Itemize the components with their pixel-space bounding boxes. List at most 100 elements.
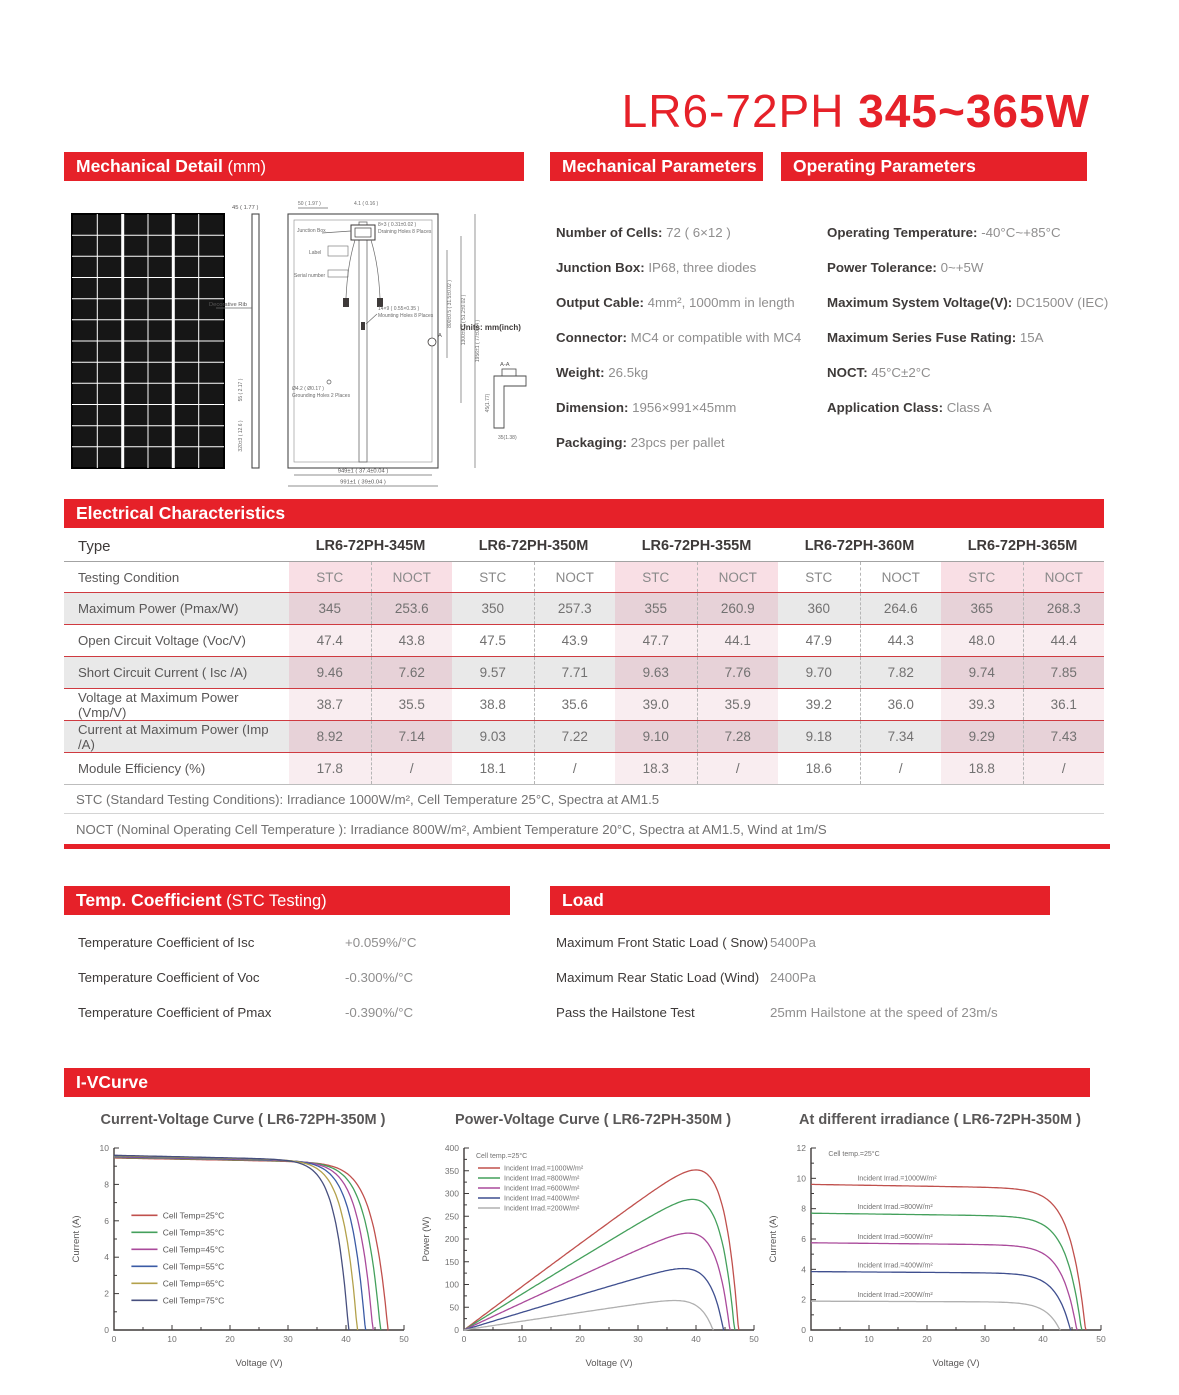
section-header-mechanical-detail: Mechanical Detail (mm) [64,152,524,181]
value-cell: 18.1 [479,761,506,776]
value-cell: 39.2 [805,697,832,712]
value-cell: 7.14 [370,721,452,752]
svg-text:8: 8 [104,1179,109,1189]
svg-text:Voltage (V): Voltage (V) [236,1358,283,1369]
list-item: Maximum Rear Static Load (Wind) 2400Pa [556,968,998,988]
grounding-holes-label: Grounding Holes 2 Places [292,393,351,399]
heading-text: Load [562,890,604,910]
front-view [71,213,225,469]
list-item: Number of Cells: 72 ( 6×12 ) [556,223,801,243]
svg-text:0: 0 [104,1325,109,1335]
table-row: Open Circuit Voltage (Voc/V) 47.4 43.8 47.5… [64,624,1104,656]
svg-text:0: 0 [454,1325,459,1335]
dim-top-41: 4.1 ( 0.16 ) [354,201,379,207]
section-header-temp-coefficient: Temp. Coefficient (STC Testing) [64,886,510,915]
value-cell: 268.3 [1022,593,1104,624]
list-item: Operating Temperature: -40°C~+85°C [827,223,1108,243]
svg-text:50: 50 [749,1334,759,1344]
chart-irradiance: At different irradiance ( LR6-72PH-350M … [765,1112,1115,1377]
param-value: 15A [1019,330,1044,345]
svg-text:100: 100 [445,1280,459,1290]
value-cell: 17.8 [289,753,371,784]
grounding-holes-dim: Ø4.2 ( Ø0.17 ) [292,386,324,392]
section-a-a: A-A 45(1.77) 35(1.38) [485,362,527,441]
product-power-range: 345~365W [858,85,1090,137]
heading-text: Temp. Coefficient [76,890,222,910]
chart-title: At different irradiance ( LR6-72PH-350M … [798,1112,1081,1128]
model-name: LR6-72PH-365M [967,538,1078,554]
section-a-a-label: A-A [500,362,510,368]
page-title: LR6-72PH 345~365W [622,84,1090,138]
param-label: NOCT: [827,365,868,380]
list-item: Pass the Hailstone Test 25mm Hailstone at… [556,1003,998,1023]
svg-text:150: 150 [445,1257,459,1267]
condition-header: STC [615,562,697,592]
value-cell: 7.28 [696,721,778,752]
value-cell: 47.5 [479,633,506,648]
side-view: 45 ( 1.77 ) Decorative Rib 55 ( 2.17 ) 3… [209,205,260,469]
coef-label: Temperature Coefficient of Pmax [78,1005,272,1020]
row-label: Current at Maximum Power (Imp /A) [64,721,289,752]
value-cell: 47.9 [805,633,832,648]
list-item: NOCT: 45°C±2°C [827,363,1108,383]
heading-light-text: (mm) [222,158,266,176]
svg-text:12: 12 [797,1143,807,1153]
value-cell: 9.29 [941,721,1023,752]
table-row: Short Circuit Current ( Isc /A) 9.46 7.62 9… [64,656,1104,688]
value-cell: / [696,753,778,784]
svg-text:Voltage (V): Voltage (V) [586,1358,633,1369]
value-cell: 9.10 [615,721,697,752]
value-cell: 260.9 [696,593,778,624]
svg-text:350: 350 [445,1166,459,1176]
junction-box-label: Junction Box [297,228,326,234]
value-cell: 7.82 [859,657,941,688]
section-header-operating-parameters: Operating Parameters [781,152,1087,181]
chart-canvas: 0 10 20 30 40 50 0 2 4 6 8 10 Voltage (V) Current (A)… [71,1143,409,1369]
param-label: Application Class: [827,400,943,415]
svg-text:400: 400 [445,1143,459,1153]
value-cell: 9.03 [452,721,534,752]
param-value: -40°C~+85°C [981,225,1061,240]
svg-text:Cell Temp=45°C: Cell Temp=45°C [163,1244,225,1254]
decorative-rib-label: Decorative Rib [209,302,247,308]
dim-949: 949±1 ( 37.4±0.04 ) [338,469,389,475]
param-value: 1956×991×45mm [632,400,737,415]
svg-text:40: 40 [341,1334,351,1344]
draining-holes-dim: 8×3 ( 0.31±0.02 ) [378,222,417,228]
value-cell: 9.74 [941,657,1023,688]
operating-parameters-list: Operating Temperature: -40°C~+85°C Power… [827,223,1108,418]
svg-text:Voltage (V): Voltage (V) [933,1358,980,1369]
rear-view: Junction Box Label Serial number 8×3 ( 0… [287,201,481,487]
svg-text:Incident Irrad.=400W/m²: Incident Irrad.=400W/m² [857,1263,933,1270]
value-cell: 18.8 [941,753,1023,784]
list-item: Temperature Coefficient of Pmax -0.390%/°… [78,1003,416,1023]
svg-text:Cell temp.=25°C: Cell temp.=25°C [476,1152,527,1160]
heading-light-text: (STC Testing) [221,892,327,910]
value-cell: 7.71 [533,657,615,688]
list-item: Temperature Coefficient of Isc +0.059%/°C [78,933,416,953]
table-row: Current at Maximum Power (Imp /A) 8.92 7.1… [64,720,1104,752]
value-cell: 9.18 [778,721,860,752]
svg-text:20: 20 [575,1334,585,1344]
draining-holes-label: Draining Holes 8 Places [378,229,432,235]
dim-aa-35: 35(1.38) [498,435,517,441]
svg-text:10: 10 [100,1143,110,1153]
param-label: Operating Temperature: [827,225,978,240]
svg-text:50: 50 [1096,1334,1106,1344]
coef-value: -0.390%/°C [345,1005,414,1020]
svg-text:250: 250 [445,1211,459,1221]
svg-text:Cell Temp=55°C: Cell Temp=55°C [163,1261,225,1271]
model-name: LR6-72PH-355M [641,538,752,554]
svg-text:10: 10 [167,1334,177,1344]
value-cell: 9.70 [778,657,860,688]
value-cell: / [859,753,942,784]
param-label: Dimension: [556,400,629,415]
section-a-marker: A [438,333,442,339]
svg-text:Cell temp.=25°C: Cell temp.=25°C [828,1150,879,1158]
svg-text:Incident Irrad.=200W/m²: Incident Irrad.=200W/m² [504,1206,580,1213]
list-item: Temperature Coefficient of Voc -0.300%/°C [78,968,416,988]
coef-label: Temperature Coefficient of Isc [78,935,255,950]
value-cell: 39.3 [941,689,1023,720]
param-value: 72 ( 6×12 ) [666,225,731,240]
